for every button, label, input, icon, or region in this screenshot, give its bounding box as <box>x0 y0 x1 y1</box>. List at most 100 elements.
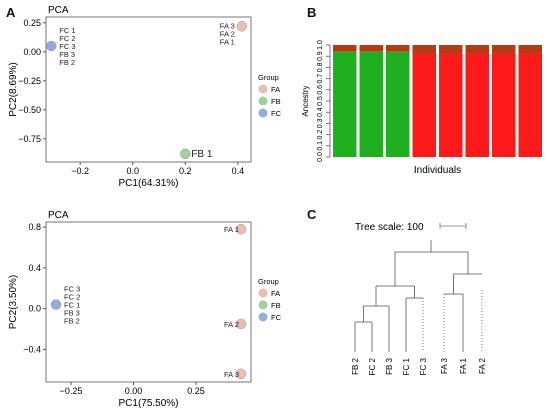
bar-segment-main <box>492 53 516 157</box>
tree-leaf-label: FA 1 <box>459 357 468 374</box>
y-tick-label: 0.6 <box>317 85 324 95</box>
point-label: FC 1 <box>64 301 80 310</box>
bar-segment-top <box>359 45 383 52</box>
x-tick-label: 0.4 <box>232 166 245 176</box>
tree-leaf-label: FA 3 <box>440 357 449 374</box>
x-axis-label: Individuals <box>414 165 461 176</box>
x-tick-label: −0.2 <box>71 166 89 176</box>
legend-swatch-fc <box>258 312 268 322</box>
y-tick-label: 0.2 <box>317 130 324 140</box>
legend-label: FC <box>271 313 282 322</box>
panel-letter-c: C <box>307 207 317 222</box>
point-fa <box>235 223 247 235</box>
bar-segment-top <box>412 45 436 54</box>
tree-leaf-label: FC 1 <box>402 357 411 375</box>
bar-segment-main <box>465 53 489 157</box>
pca-title: PCA <box>48 5 69 16</box>
x-tick-label: 0.00 <box>125 386 143 396</box>
tree-branch <box>453 252 482 275</box>
y-tick-label: −0.25 <box>18 76 41 86</box>
legend-label: FA <box>271 85 280 94</box>
x-tick-label: 0.0 <box>126 166 139 176</box>
tree-leaf-label: FC 3 <box>419 357 428 375</box>
y-axis-label: Ancestry <box>301 85 310 116</box>
bar-segment-main <box>359 51 383 157</box>
panel-letter-b: B <box>307 5 317 20</box>
bar-segment-top <box>492 45 516 54</box>
y-tick-label: 0.1 <box>317 141 324 151</box>
bar-segment-main <box>412 53 436 157</box>
tree-branch <box>395 240 468 253</box>
legend-swatch-fb <box>258 96 268 106</box>
y-axis-label: PC2(3.50%) <box>8 275 19 329</box>
point-fa <box>236 21 248 32</box>
tree-branch <box>376 252 415 287</box>
plot-frame <box>45 16 252 163</box>
legend-label: FA <box>271 289 280 298</box>
point-label: FA 2 <box>224 320 239 329</box>
point-label: FC 3 <box>64 285 80 294</box>
y-tick-label: 0.4 <box>28 263 41 273</box>
tree-branch <box>355 306 372 323</box>
bar-segment-main <box>386 51 410 157</box>
point-fa <box>235 318 247 330</box>
tree-leaf-label: FB 2 <box>351 357 360 374</box>
bar-segment-main <box>518 53 542 157</box>
y-tick-label: 0.4 <box>317 107 324 117</box>
tree-branch <box>406 286 423 299</box>
plot-frame <box>45 221 252 383</box>
point-label: FA 2 <box>220 29 235 38</box>
point-fa <box>235 368 247 380</box>
y-tick-label: 0.8 <box>28 222 41 232</box>
tree-scale-label: Tree scale: 100 <box>355 222 424 233</box>
pca-plot-top: PCA −0.2 0.0 0.2 0.4 0.25 0.00 −0.25 −0.50 −0.75 P… <box>8 5 282 189</box>
legend-label: FB <box>271 301 281 310</box>
legend-title: Group <box>258 73 279 82</box>
y-tick-label: 0.0 <box>28 304 41 314</box>
legend-swatch-fa <box>258 288 268 298</box>
panel-letter-a: A <box>6 5 16 20</box>
point-label: FA 1 <box>220 37 235 46</box>
bar-segment-main <box>439 53 463 157</box>
y-tick-label: 0.8 <box>317 62 324 72</box>
point-label: FB 3 <box>59 50 75 59</box>
point-fb <box>180 148 191 160</box>
tree-leaf-label: FC 2 <box>368 357 377 375</box>
legend-label: FC <box>271 109 282 118</box>
bar-segment-main <box>333 51 357 157</box>
point-label: FA 1 <box>224 225 239 234</box>
point-label: FB 3 <box>64 309 80 318</box>
point-label: FA 3 <box>220 21 235 30</box>
pca-plot-bottom: PCA −0.25 0.00 0.25 0.8 0.4 0.0 −0.4 PC1(75.50%)… <box>8 210 282 409</box>
y-tick-label: −0.50 <box>18 105 41 115</box>
pca-title: PCA <box>48 210 69 221</box>
tree-leaf-label: FB 3 <box>385 357 394 374</box>
point-label: FB 2 <box>64 317 80 326</box>
point-label: FB 1 <box>191 149 213 160</box>
tree-leaf-label: FA 2 <box>478 357 487 374</box>
y-tick-label: 0.3 <box>317 118 324 128</box>
ancestry-bar-chart: 0.00.10.2 0.30.40.50.60.7 0.80.91.0 Ancestr… <box>301 40 542 176</box>
point-label: FC 1 <box>59 26 75 35</box>
point-fc <box>50 299 62 310</box>
y-tick-label: −0.75 <box>18 134 41 144</box>
y-tick-label: 0.25 <box>23 18 41 28</box>
y-tick-label: −0.4 <box>23 344 41 354</box>
point-label: FC 2 <box>59 34 75 43</box>
point-label: FB 2 <box>59 58 75 67</box>
x-tick-label: −0.25 <box>60 386 83 396</box>
y-tick-label: 0.0 <box>317 152 324 162</box>
y-tick-label: 0.7 <box>317 74 324 84</box>
point-label: FC 3 <box>59 42 75 51</box>
y-tick-label: 0.9 <box>317 51 324 61</box>
y-axis-label: PC2(8.69%) <box>8 62 19 116</box>
bar-segment-top <box>439 45 463 54</box>
tree-branch <box>363 286 389 307</box>
y-tick-label: 1.0 <box>317 40 324 50</box>
bar-segment-top <box>465 45 489 54</box>
point-label: FC 2 <box>64 293 80 302</box>
point-label: FA 3 <box>224 370 239 379</box>
legend-title: Group <box>258 277 279 286</box>
bar-segment-top <box>333 45 357 52</box>
point-fc <box>46 40 57 52</box>
